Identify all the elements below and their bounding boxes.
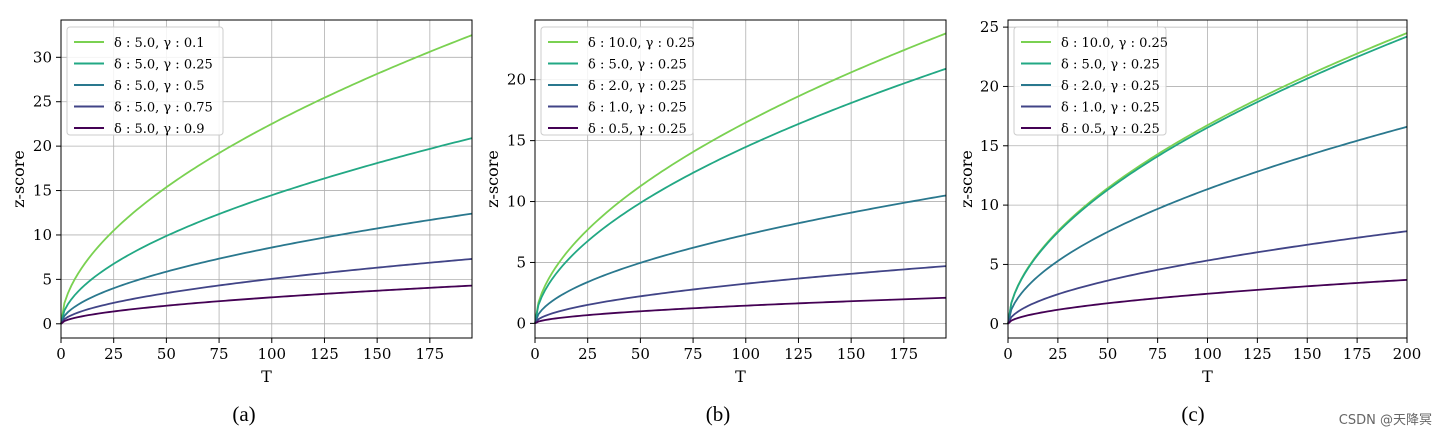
legend-entry: δ : 1.0, γ : 0.25	[1061, 101, 1160, 116]
legend-box	[1013, 26, 1167, 136]
x-tick-label: 175	[416, 345, 445, 363]
x-tick-label: 150	[1293, 345, 1322, 363]
x-tick-label: 150	[837, 345, 866, 363]
series-line-4	[60, 258, 473, 325]
series-line-3	[1007, 125, 1408, 324]
y-tick-label: 20	[980, 77, 999, 95]
y-tick-label: 15	[980, 137, 999, 155]
x-tick-label: 0	[1003, 345, 1013, 363]
legend-entry: δ : 5.0, γ : 0.25	[588, 58, 687, 73]
legend-entry: δ : 10.0, γ : 0.25	[588, 36, 695, 51]
series-line-2	[60, 137, 473, 325]
series-line-2	[534, 67, 947, 324]
series-line-1	[534, 32, 947, 324]
legend-entry: δ : 5.0, γ : 0.1	[114, 36, 205, 51]
y-tick-label: 30	[33, 48, 52, 66]
y-axis-label: z-score	[483, 150, 502, 208]
x-tick-label: 75	[1148, 345, 1167, 363]
plot-frame	[60, 19, 473, 339]
legend-entry: δ : 5.0, γ : 0.5	[114, 79, 205, 94]
legend-entry: δ : 1.0, γ : 0.25	[588, 101, 687, 116]
series-line-1	[1007, 32, 1408, 324]
legend-entry: δ : 5.0, γ : 0.9	[114, 122, 205, 137]
x-tick-label: 0	[56, 345, 66, 363]
legend-entry: δ : 5.0, γ : 0.75	[114, 101, 213, 116]
chart-panel-3: 0 25 50 75 100 125 150 175 200 0 5 10 15 20 25 Tz-score…	[957, 18, 1421, 426]
x-tick-label: 175	[890, 345, 919, 363]
y-tick-label: 0	[42, 315, 52, 333]
x-tick-label: 25	[578, 345, 597, 363]
x-tick-label: 175	[1343, 345, 1372, 363]
panel-caption: (a)	[232, 402, 255, 426]
chart-panel-1: 0 25 50 75 100 125 150 175 0 5 10 15 20 25 30 Tz-score δ…	[9, 19, 473, 426]
series-line-4	[534, 265, 947, 324]
y-tick-label: 0	[989, 315, 999, 333]
x-axis-label: T	[1202, 367, 1213, 386]
y-tick-label: 5	[42, 270, 52, 288]
panel-caption: (c)	[1181, 402, 1204, 426]
y-tick-label: 15	[33, 182, 52, 200]
x-tick-label: 0	[530, 345, 540, 363]
legend-entry: δ : 0.5, γ : 0.25	[1061, 122, 1160, 137]
y-tick-label: 5	[989, 255, 999, 273]
x-tick-label: 50	[157, 345, 176, 363]
x-tick-label: 100	[257, 345, 286, 363]
x-tick-label: 125	[310, 345, 339, 363]
y-tick-label: 10	[33, 226, 52, 244]
y-tick-label: 20	[507, 71, 526, 89]
legend-entry: δ : 5.0, γ : 0.25	[114, 58, 213, 73]
x-tick-label: 150	[363, 345, 392, 363]
y-tick-label: 25	[980, 18, 999, 36]
x-tick-label: 75	[210, 345, 229, 363]
y-tick-label: 15	[507, 132, 526, 150]
y-tick-label: 5	[516, 253, 526, 271]
series-line-1	[60, 34, 473, 324]
x-axis-label: T	[261, 367, 272, 386]
y-tick-label: 10	[980, 196, 999, 214]
y-axis-label: z-score	[957, 150, 976, 208]
x-tick-label: 100	[1193, 345, 1222, 363]
y-tick-label: 20	[33, 137, 52, 155]
series-line-5	[60, 284, 473, 325]
legend-entry: δ : 0.5, γ : 0.25	[588, 122, 687, 137]
chart-panel-2: 0 25 50 75 100 125 150 175 0 5 10 15 20 Tz-score δ : 1…	[483, 19, 947, 426]
legend-entry: δ : 2.0, γ : 0.25	[1061, 79, 1160, 94]
series-line-2	[1007, 35, 1408, 324]
legend-entry: δ : 2.0, γ : 0.25	[588, 79, 687, 94]
y-tick-label: 10	[507, 193, 526, 211]
y-tick-label: 25	[33, 93, 52, 111]
x-axis-label: T	[735, 367, 746, 386]
legend-entry: δ : 10.0, γ : 0.25	[1061, 36, 1168, 51]
watermark-text: CSDN @天降冥	[1338, 413, 1432, 428]
x-tick-label: 50	[1098, 345, 1117, 363]
x-tick-label: 125	[1243, 345, 1272, 363]
y-tick-label: 0	[516, 314, 526, 332]
series-line-5	[534, 296, 947, 325]
panel-caption: (b)	[706, 402, 731, 426]
legend-box	[540, 26, 694, 136]
series-line-3	[534, 194, 947, 324]
legend-entry: δ : 5.0, γ : 0.25	[1061, 58, 1160, 73]
x-tick-label: 125	[784, 345, 813, 363]
series-line-5	[1007, 278, 1408, 325]
x-tick-label: 50	[631, 345, 650, 363]
x-tick-label: 25	[1048, 345, 1067, 363]
series-line-3	[60, 212, 473, 325]
y-axis-label: z-score	[9, 150, 28, 208]
legend-box	[66, 26, 224, 136]
x-tick-label: 200	[1393, 345, 1422, 363]
x-tick-label: 25	[104, 345, 123, 363]
x-tick-label: 75	[684, 345, 703, 363]
series-line-4	[1007, 230, 1408, 325]
x-tick-label: 100	[731, 345, 760, 363]
plot-frame	[534, 19, 947, 339]
